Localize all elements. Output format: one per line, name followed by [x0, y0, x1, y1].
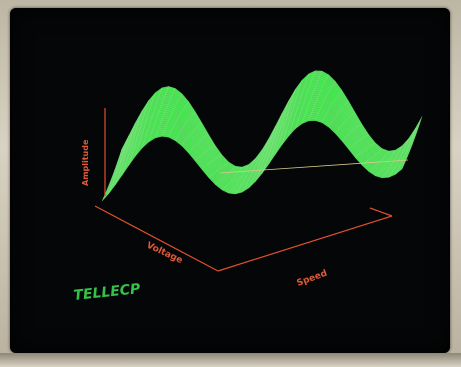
surface-facet: [308, 118, 317, 122]
surface-facet: [231, 188, 240, 190]
left-floor-axis-label: Voltage: [145, 241, 184, 266]
surface-facet: [385, 152, 395, 155]
left-floor-axis-line: [94, 205, 219, 272]
surface-facet: [309, 116, 318, 119]
surface-facet: [234, 175, 243, 177]
back-floor-edge-line: [369, 207, 393, 217]
surface-facet: [162, 98, 171, 101]
surface-facet: [314, 70, 323, 73]
surface-facet: [311, 94, 320, 97]
surface-facet: [312, 92, 321, 95]
surface-facet: [395, 167, 403, 175]
surface-plot: Amplitude Voltage Speed TELLECP: [73, 70, 423, 304]
right-floor-axis-label: Speed: [296, 269, 329, 289]
monitor-base-edge: [0, 353, 461, 367]
wireframe-surface: [101, 70, 423, 202]
surface-facet: [160, 120, 169, 123]
vertical-axis-label: Amplitude: [81, 139, 90, 186]
crt-screen: Amplitude Voltage Speed TELLECP: [10, 8, 450, 353]
mid-level-line: [219, 159, 409, 174]
plot-axes: [94, 108, 409, 272]
surface-facet: [163, 96, 172, 100]
logo-mark: TELLECP: [73, 281, 142, 304]
right-floor-axis-line: [217, 215, 393, 272]
surface-facet: [382, 165, 392, 168]
